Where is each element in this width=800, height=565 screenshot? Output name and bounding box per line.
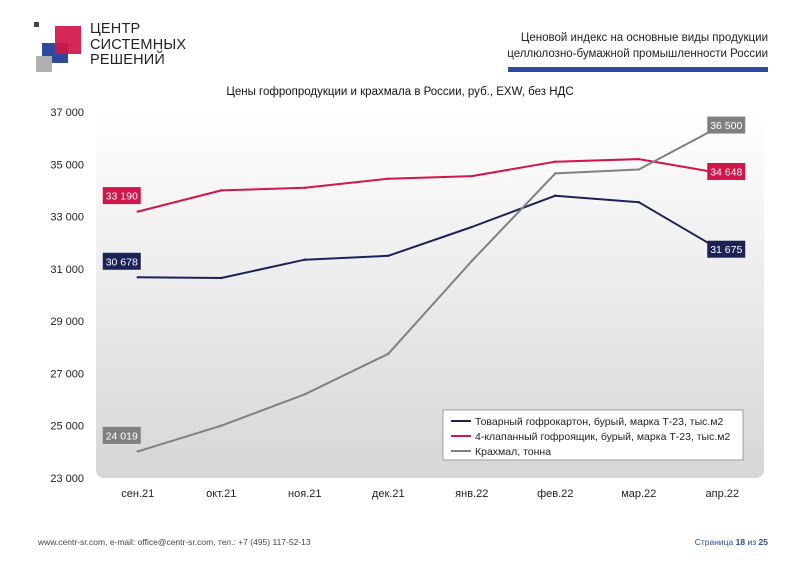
- y-tick-label: 25 000: [50, 421, 84, 433]
- data-point: [554, 172, 557, 175]
- legend-label-2: 4-клапанный гофроящик, бурый, марка Т-23…: [475, 431, 730, 443]
- data-point: [303, 186, 306, 190]
- data-point: [470, 259, 473, 263]
- legend-label-3: Крахмал, тонна: [475, 446, 551, 458]
- logo-wordmark: ЦЕНТР СИСТЕМНЫХ РЕШЕНИЙ: [90, 21, 187, 69]
- end-value-label-1-box: [707, 240, 746, 258]
- logo-corner-mark: [34, 22, 39, 27]
- data-point: [303, 258, 306, 261]
- data-point: [136, 210, 139, 213]
- end-value-label-1-text: 31 675: [710, 244, 742, 256]
- data-point: [554, 160, 557, 163]
- x-tick-label: янв.22: [455, 488, 488, 500]
- x-tick-label: фев.22: [537, 488, 573, 500]
- series-value-labels: 30 678 31 675 33 190 34 648 24 019 36 500: [102, 116, 746, 444]
- data-point: [470, 174, 473, 178]
- data-point: [387, 254, 390, 257]
- chart-title: Цены гофропродукции и крахмала в России,…: [226, 86, 574, 98]
- document-title-line-1: Ценовой индекс на основные виды продукци…: [520, 32, 768, 44]
- start-value-label-1-text: 30 678: [106, 256, 138, 268]
- series-lines: [136, 123, 724, 453]
- document-title-line-2: целлюлозно-бумажной промышленности Росси…: [507, 48, 768, 60]
- data-point: [220, 424, 223, 427]
- data-point: [637, 168, 640, 171]
- document-title: Ценовой индекс на основные виды продукци…: [438, 30, 768, 62]
- y-tick-label: 33 000: [50, 212, 84, 224]
- series-line-3: [137, 124, 723, 453]
- data-point: [136, 450, 139, 453]
- y-tick-label: 23 000: [50, 473, 84, 485]
- x-tick-label: ноя.21: [288, 488, 321, 500]
- x-tick-label: сен.21: [121, 488, 154, 500]
- y-axis: 23 000 25 000 27 000 29 000 31 000 33 000 35 0…: [50, 107, 84, 485]
- end-value-label-1: 31 675: [707, 240, 746, 258]
- start-value-label-3-box: [102, 426, 141, 444]
- data-point: [637, 200, 640, 204]
- data-point: [554, 194, 557, 197]
- chart-legend: Товарный гофрокартон, бурый, марка Т-23,…: [442, 409, 744, 461]
- y-tick-label: 37 000: [50, 107, 84, 119]
- logo-line-1: ЦЕНТР: [90, 21, 141, 37]
- x-tick-label: окт.21: [206, 488, 236, 500]
- data-point: [220, 189, 223, 192]
- series-line-1: [137, 194, 723, 279]
- x-tick-label: дек.21: [372, 488, 405, 500]
- logo-square-red: [55, 26, 81, 54]
- y-tick-label: 35 000: [50, 159, 84, 171]
- header-accent-bar: [508, 67, 768, 72]
- y-tick-label: 29 000: [50, 316, 84, 328]
- page-current: 18: [735, 537, 746, 547]
- data-point: [387, 352, 390, 356]
- logo-line-2: СИСТЕМНЫХ: [90, 36, 187, 53]
- start-value-label-1: 30 678: [102, 252, 141, 270]
- plot-area: [96, 112, 764, 478]
- start-value-label-2-text: 33 190: [106, 191, 138, 203]
- series-line-2: [137, 158, 723, 213]
- start-value-label-2-box: [102, 187, 141, 205]
- end-value-label-2: 34 648: [707, 162, 746, 180]
- start-value-label-3-text: 24 019: [106, 430, 138, 442]
- data-point: [303, 393, 306, 396]
- end-value-label-3-box: [707, 116, 746, 134]
- y-tick-label: 27 000: [50, 368, 84, 380]
- end-value-label-3-text: 36 500: [710, 120, 742, 132]
- x-tick-label: апр.22: [706, 488, 739, 500]
- page-total: 25: [758, 537, 768, 547]
- company-logo: [34, 22, 81, 72]
- start-value-label-1-box: [102, 252, 141, 270]
- data-point: [470, 225, 473, 229]
- y-tick-label: 31 000: [50, 264, 84, 276]
- end-value-label-2-box: [707, 162, 746, 180]
- start-value-label-2: 33 190: [102, 187, 141, 205]
- x-axis: сен.21 окт.21 ноя.21 дек.21 янв.22 фев.22 мар.…: [121, 488, 739, 500]
- x-tick-label: мар.22: [621, 488, 656, 500]
- data-point: [637, 157, 640, 161]
- legend-label-1: Товарный гофрокартон, бурый, марка Т-23,…: [475, 416, 724, 428]
- footer-page-number: Страница 18 из 25: [695, 537, 768, 547]
- end-value-label-2-text: 34 648: [710, 166, 742, 178]
- logo-line-3: РЕШЕНИЙ: [90, 52, 166, 68]
- data-point: [387, 177, 390, 180]
- page-of: из: [747, 537, 757, 547]
- data-point: [136, 276, 139, 279]
- page-word: Страница: [694, 537, 734, 547]
- start-value-label-3: 24 019: [102, 426, 141, 444]
- legend-box: [442, 409, 744, 461]
- footer-contacts: www.centr-sr.com, e-mail: office@centr-s…: [38, 537, 311, 547]
- logo-square-gray: [36, 56, 52, 72]
- data-point: [220, 276, 223, 280]
- end-value-label-3: 36 500: [707, 116, 746, 134]
